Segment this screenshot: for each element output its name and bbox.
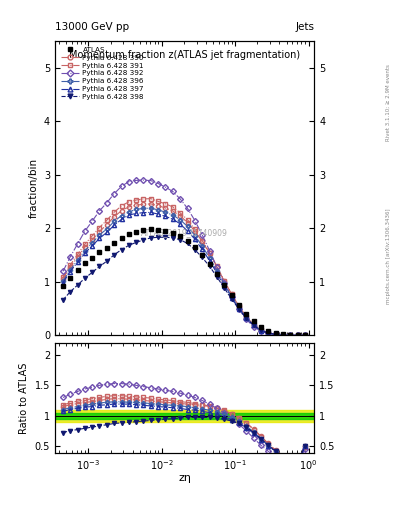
X-axis label: zη: zη <box>178 473 191 483</box>
Y-axis label: Ratio to ATLAS: Ratio to ATLAS <box>19 362 29 434</box>
Text: mcplots.cern.ch [arXiv:1306.3436]: mcplots.cern.ch [arXiv:1306.3436] <box>386 208 391 304</box>
Text: 13000 GeV pp: 13000 GeV pp <box>55 22 129 32</box>
Text: Rivet 3.1.10; ≥ 2.9M events: Rivet 3.1.10; ≥ 2.9M events <box>386 64 391 141</box>
Text: Jets: Jets <box>296 22 314 32</box>
Bar <box>55 410 314 422</box>
Bar <box>55 413 314 419</box>
Text: ATLAS_2019_I1740909: ATLAS_2019_I1740909 <box>141 228 228 237</box>
Text: Momentum fraction z(ATLAS jet fragmentation): Momentum fraction z(ATLAS jet fragmentat… <box>69 50 300 60</box>
Legend: ATLAS, Pythia 6.428 390, Pythia 6.428 391, Pythia 6.428 392, Pythia 6.428 396, P: ATLAS, Pythia 6.428 390, Pythia 6.428 39… <box>59 45 146 102</box>
Y-axis label: fraction/bin: fraction/bin <box>28 158 39 218</box>
